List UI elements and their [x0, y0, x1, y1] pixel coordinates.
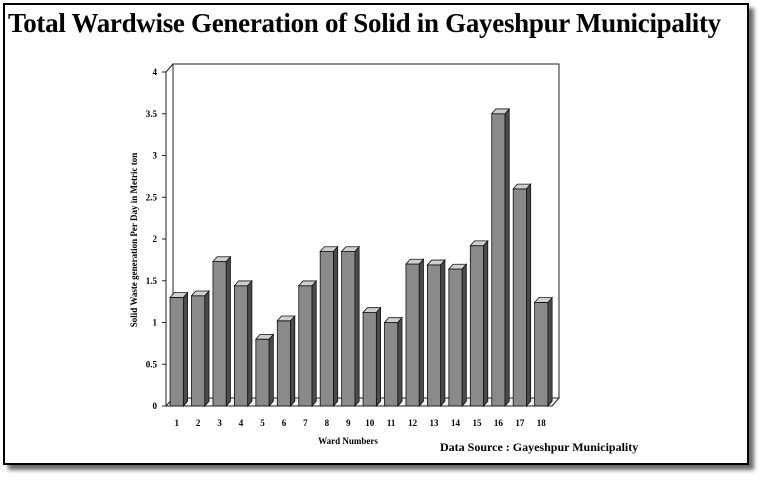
bar-front — [169, 297, 184, 407]
bar-side — [418, 258, 424, 408]
bar-side — [311, 279, 317, 408]
bar-side — [375, 306, 381, 408]
bar-front — [427, 264, 442, 407]
bar-side — [268, 333, 274, 408]
y-tick-label: 0 — [153, 401, 158, 411]
bar-side — [483, 239, 489, 408]
bar — [254, 333, 275, 408]
bar-front — [384, 322, 399, 407]
y-tick-label: 2 — [153, 234, 158, 244]
bar-side — [461, 263, 467, 408]
x-tick-label: 5 — [260, 418, 265, 428]
x-tick-label: 14 — [451, 418, 461, 428]
bar-side — [333, 245, 339, 408]
bar-front — [534, 302, 549, 407]
bar — [469, 239, 489, 408]
x-tick-label: 6 — [282, 418, 287, 428]
y-tick-label: 2.5 — [146, 192, 158, 202]
bar-side — [225, 255, 231, 408]
x-tick-label: 16 — [494, 418, 504, 428]
bar — [533, 296, 554, 408]
bar-front — [276, 320, 291, 407]
x-tick-label: 11 — [387, 418, 396, 428]
bar-side — [397, 316, 403, 408]
y-tick-label: 0.5 — [146, 359, 158, 369]
y-tick-label: 1 — [153, 318, 158, 328]
y-tick-label: 4 — [153, 67, 158, 77]
bar — [340, 245, 361, 408]
bar-side — [247, 279, 253, 408]
bar — [169, 291, 189, 408]
x-tick-label: 8 — [325, 418, 330, 428]
bar — [233, 279, 253, 408]
bar — [383, 316, 403, 408]
bar-front — [405, 263, 420, 407]
bar-front — [319, 251, 334, 407]
y-axis-top-edge — [165, 63, 174, 73]
bar-front — [448, 268, 463, 407]
bar — [212, 255, 232, 408]
x-tick-label: 17 — [515, 418, 525, 428]
bar-side — [504, 107, 510, 408]
chart-title: Total Wardwise Generation of Solid in Ga… — [8, 8, 721, 38]
bar-front — [491, 113, 506, 407]
bar — [319, 245, 339, 408]
bar-side — [182, 291, 188, 408]
bar-front — [512, 188, 527, 407]
x-tick-label: 12 — [408, 418, 418, 428]
bar — [490, 107, 511, 408]
bar-side — [547, 296, 553, 408]
y-tick-label: 1.5 — [146, 276, 158, 286]
bar — [297, 279, 318, 408]
bar — [426, 259, 446, 408]
bar-side — [354, 245, 360, 408]
bar — [362, 306, 382, 408]
x-tick-label: 1 — [174, 418, 179, 428]
bar-side — [440, 259, 446, 408]
y-tick-label: 3.5 — [146, 109, 158, 119]
bar-side — [526, 183, 532, 408]
bar — [190, 289, 210, 408]
bar-front — [191, 295, 206, 407]
x-tick-label: 18 — [537, 418, 547, 428]
bar-front — [341, 251, 356, 407]
x-tick-label: 3 — [217, 418, 222, 428]
bar-front — [469, 245, 484, 407]
x-tick-label: 13 — [430, 418, 440, 428]
x-ticks: 1 2 3 4 5 6 7 8 9 10 11 12 13 14 15 16 17 18 — [174, 418, 546, 428]
bar-side — [204, 289, 210, 408]
bar-side — [290, 314, 296, 408]
bar — [512, 183, 532, 408]
y-axis-label: Solid Waste generation Per Day in Metric… — [129, 153, 139, 327]
x-tick-label: 7 — [303, 418, 308, 428]
bar — [276, 314, 296, 408]
y-ticks: 0 0.5 1 1.5 2 2.5 3 3.5 4 — [146, 67, 166, 411]
bar-front — [362, 312, 377, 407]
y-tick-label: 3 — [153, 151, 158, 161]
bar-front — [212, 261, 227, 407]
bar-front — [234, 285, 249, 407]
x-tick-label: 15 — [472, 418, 482, 428]
data-source-note: Data Source : Gayeshpur Municipality — [440, 440, 639, 454]
x-axis-label: Ward Numbers — [318, 436, 378, 446]
bar — [447, 263, 468, 408]
x-tick-label: 4 — [239, 418, 244, 428]
bar-front — [255, 338, 270, 407]
bars — [169, 107, 554, 408]
x-tick-label: 2 — [196, 418, 201, 428]
bar — [405, 258, 425, 408]
x-tick-label: 10 — [365, 418, 375, 428]
bar-front — [298, 285, 313, 407]
x-tick-label: 9 — [346, 418, 351, 428]
